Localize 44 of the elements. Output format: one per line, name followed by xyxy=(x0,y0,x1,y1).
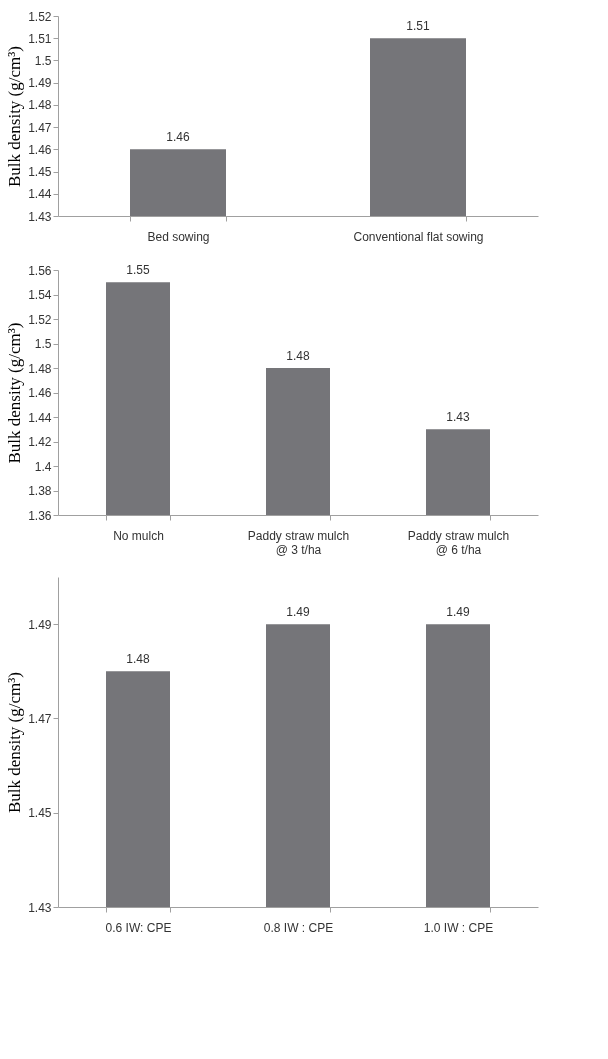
y-tick-label: 1.49 xyxy=(28,76,52,91)
y-tick-label: 1.36 xyxy=(28,508,52,523)
y-axis-title: Bulk density (g/cm³) xyxy=(5,322,25,464)
y-tick-label: 1.5 xyxy=(34,53,52,68)
y-tick-label: 1.51 xyxy=(28,31,52,46)
y-tick-label: 1.46 xyxy=(28,142,52,157)
y-tick-label: 1.48 xyxy=(28,361,52,376)
y-tick-label: 1.43 xyxy=(28,900,52,915)
y-tick-label: 1.44 xyxy=(28,187,52,202)
y-tick-label: 1.4 xyxy=(34,459,52,474)
y-tick-label: 1.52 xyxy=(28,9,52,24)
x-tick-label: Paddy straw mulch @ 6 t/ha xyxy=(407,528,510,557)
data-label: 1.51 xyxy=(406,19,430,34)
y-tick-label: 1.54 xyxy=(28,288,52,302)
data-label: 1.46 xyxy=(166,130,190,145)
x-tick-label: Bed sowing xyxy=(147,229,210,244)
y-tick-label: 1.52 xyxy=(28,312,52,327)
data-label: 1.55 xyxy=(126,263,150,278)
y-tick-label: 1.44 xyxy=(28,410,52,425)
data-label: 1.49 xyxy=(446,605,470,620)
data-label: 1.48 xyxy=(126,652,150,667)
x-tick-label: 0.8 IW : CPE xyxy=(263,920,334,935)
y-tick-label: 1.42 xyxy=(28,435,52,449)
data-label: 1.49 xyxy=(286,605,310,620)
y-tick-label: 1.43 xyxy=(28,209,52,224)
y-tick-label: 1.38 xyxy=(28,484,52,498)
y-tick-label: 1.5 xyxy=(34,337,52,351)
x-tick-label: Paddy straw mulch @ 3 t/ha xyxy=(247,528,350,557)
y-tick-label: 1.48 xyxy=(28,98,52,113)
data-label: 1.43 xyxy=(446,410,470,425)
x-tick-label: 1.0 IW : CPE xyxy=(423,920,494,935)
y-tick-label: 1.47 xyxy=(28,120,52,135)
y-axis-title: Bulk density (g/cm³) xyxy=(5,45,25,188)
data-label: 1.48 xyxy=(286,349,310,363)
x-tick-label: No mulch xyxy=(113,528,164,543)
y-tick-label: 1.47 xyxy=(28,711,52,726)
x-tick-label: 0.6 IW: CPE xyxy=(105,920,172,935)
y-tick-label: 1.45 xyxy=(28,806,52,821)
x-tick-label: Conventional flat sowing xyxy=(353,229,484,244)
y-tick-label: 1.46 xyxy=(28,386,52,400)
y-tick-label: 1.56 xyxy=(28,263,52,278)
y-tick-label: 1.45 xyxy=(28,165,52,180)
y-axis-title: Bulk density (g/cm³) xyxy=(5,671,25,814)
y-tick-label: 1.49 xyxy=(28,617,52,632)
